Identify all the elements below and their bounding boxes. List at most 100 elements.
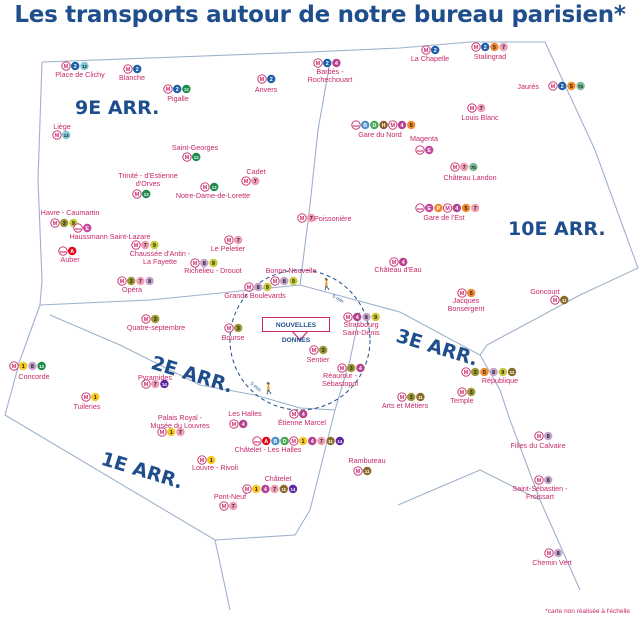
line-glyph: 1 xyxy=(94,395,97,401)
station-poissoniere: M 7 Poissonière xyxy=(297,213,352,223)
metro-icon xyxy=(343,312,353,322)
line-glyph: 9 xyxy=(374,315,377,321)
station-label: Réaumur -Sébastopol xyxy=(322,371,358,388)
line-H-icon xyxy=(379,120,388,130)
line-glyph: 1 xyxy=(302,439,305,445)
station-label: Chemin Vert xyxy=(532,558,572,567)
line-glyph: 4 xyxy=(335,61,338,67)
line-glyph: 8 xyxy=(365,315,368,321)
line-glyph: M xyxy=(245,487,250,493)
metro-icon xyxy=(289,409,299,419)
line-9-icon xyxy=(289,276,298,286)
metro-icon xyxy=(550,295,560,305)
station-label: Gare du Nord xyxy=(358,130,402,139)
line-13-icon xyxy=(80,61,89,71)
line-glyph: 2 xyxy=(434,48,437,54)
line-1-icon xyxy=(167,427,176,437)
line-3-icon xyxy=(151,314,160,324)
metro-icon xyxy=(289,436,299,446)
line-glyph: 4 xyxy=(356,315,359,321)
line-1-icon xyxy=(252,484,261,494)
line-glyph: M xyxy=(464,370,469,376)
line-glyph: 8 xyxy=(203,261,206,267)
metro-icon xyxy=(457,387,467,397)
line-glyph: 7 xyxy=(254,179,257,185)
line-8-icon xyxy=(544,475,553,485)
line-glyph: 14 xyxy=(162,382,167,387)
line-7-icon xyxy=(251,176,260,186)
station-label: Richelieu - Drouot xyxy=(184,266,242,275)
line-glyph: 11 xyxy=(281,487,286,492)
station-label: Anvers xyxy=(255,85,278,94)
line-glyph: M xyxy=(232,422,237,428)
station-cadet: M 7 Cadet xyxy=(241,167,266,186)
metro-icon xyxy=(244,282,254,292)
metro-icon xyxy=(224,235,234,245)
metro-icon xyxy=(242,484,252,494)
line-glyph: 2 xyxy=(561,84,564,90)
border-south-1e xyxy=(214,539,231,611)
station-label: Saint-Sébastien -Froissart xyxy=(512,484,568,501)
station-label: Filles du Calvaire xyxy=(510,441,565,450)
line-D-icon xyxy=(370,120,379,130)
line-glyph: 7 xyxy=(144,243,147,249)
line-12-icon xyxy=(182,84,191,94)
line-8-icon xyxy=(489,367,498,377)
line-glyph: 1 xyxy=(255,487,258,493)
line-glyph: 11 xyxy=(510,370,515,375)
line-12-icon xyxy=(142,189,151,199)
line-glyph: M xyxy=(247,285,252,291)
metro-icon xyxy=(397,392,407,402)
station-label: Magenta xyxy=(410,134,438,143)
station-label: Château d'Eau xyxy=(374,265,421,274)
metro-icon xyxy=(123,64,133,74)
line-glyph: M xyxy=(537,478,542,484)
rer-icon xyxy=(415,203,425,213)
arr-10e-label: 10E ARR. xyxy=(508,218,606,240)
line-glyph: P xyxy=(437,206,441,212)
station-label: Louvre - Rivoli xyxy=(192,463,238,472)
line-E-icon xyxy=(83,223,92,233)
line-2-icon xyxy=(267,74,276,84)
line-glyph: M xyxy=(460,291,465,297)
line-glyph: M xyxy=(424,48,429,54)
station-label: Blanche xyxy=(119,73,145,82)
line-glyph: 7b xyxy=(471,165,476,170)
line-glyph: 4 xyxy=(311,439,314,445)
line-4-icon xyxy=(353,312,362,322)
line-glyph: 4 xyxy=(242,422,245,428)
line-glyph: 7 xyxy=(237,238,240,244)
line-A-icon xyxy=(262,436,271,446)
line-glyph: M xyxy=(470,106,475,112)
line-1-icon xyxy=(298,436,308,446)
station-jaures: M 2 5 7b Jaurès xyxy=(517,81,585,91)
station-label: Havre - Caumartin xyxy=(41,208,100,217)
line-glyph: M xyxy=(227,326,232,332)
line-glyph: B xyxy=(363,123,367,129)
line-9-icon xyxy=(371,312,380,322)
line-8-icon xyxy=(544,431,553,441)
line-glyph: M xyxy=(135,192,140,198)
line-3-icon xyxy=(59,218,69,228)
line-7-icon xyxy=(477,103,486,113)
line-glyph: 8 xyxy=(547,434,550,440)
line-glyph: E xyxy=(427,148,431,154)
line-12-icon xyxy=(192,152,201,162)
line-4-icon xyxy=(452,203,461,213)
line-11-icon xyxy=(507,367,517,377)
line-9-icon xyxy=(150,240,159,250)
line-8-icon xyxy=(28,361,37,371)
line-11-icon xyxy=(279,484,288,494)
line-glyph: 2 xyxy=(176,87,179,93)
line-2-icon xyxy=(71,61,80,71)
